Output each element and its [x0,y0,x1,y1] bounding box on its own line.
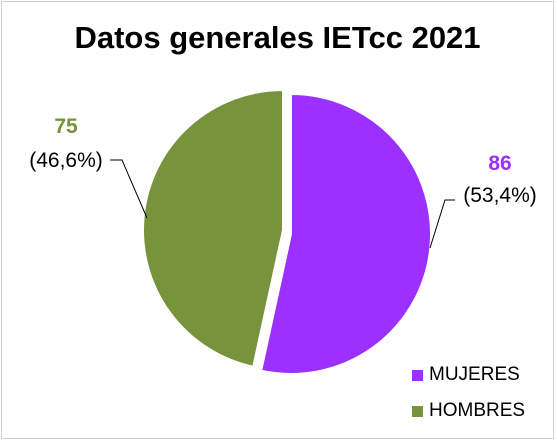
legend-item-mujeres: MUJERES [412,364,520,386]
data-label-percent-hombres: (46,6%) [29,149,103,172]
legend-swatch-hombres [412,405,423,417]
legend-label-hombres: HOMBRES [429,400,526,421]
data-label-value-mujeres: 86 [488,152,511,175]
legend-swatch-mujeres [412,369,423,381]
leader-line-hombres [110,159,148,219]
legend-item-hombres: HOMBRES [412,400,525,422]
pie-slice-mujeres [259,92,432,375]
leader-line-mujeres [429,199,455,249]
chart-title: Datos generales IETcc 2021 [74,20,481,55]
legend-label-mujeres: MUJERES [429,364,520,385]
data-label-percent-mujeres: (53,4%) [463,184,537,207]
data-label-value-hombres: 75 [54,115,78,138]
pie-slice-hombres [142,88,284,368]
